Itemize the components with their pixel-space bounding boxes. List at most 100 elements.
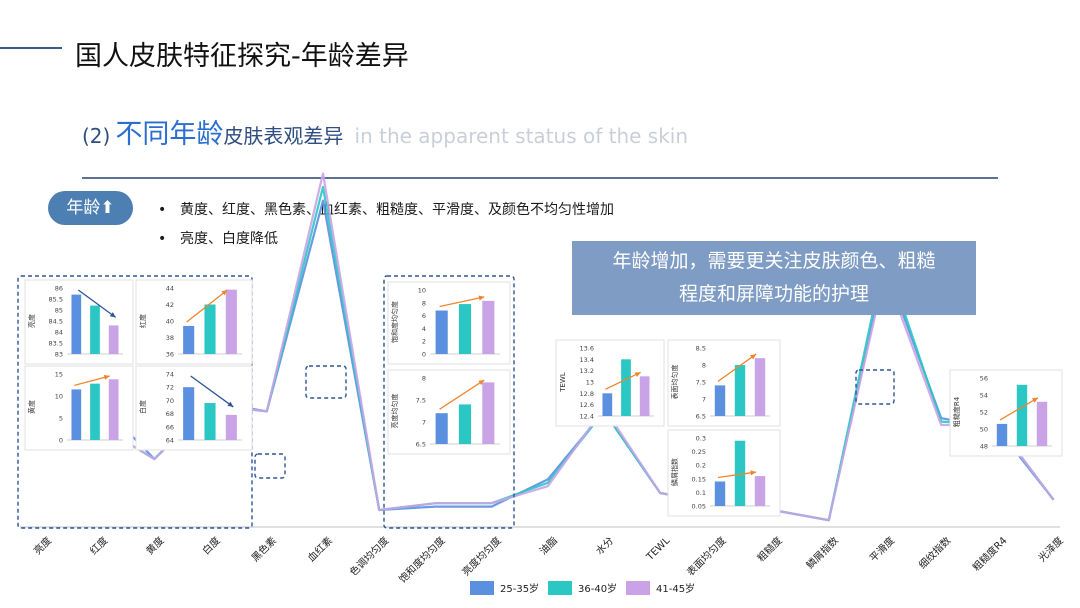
trend-arrow-line	[717, 471, 757, 479]
inset-tick-label: 66	[166, 423, 174, 431]
trend-arrow-line	[74, 375, 110, 387]
inset-y-label: 红度	[138, 314, 147, 328]
subtitle-highlight: 不同年龄	[115, 119, 224, 150]
trend-arrow-head	[478, 295, 485, 301]
highlight-dashed-box	[855, 369, 895, 405]
inset-y-label: 粗糙度R4	[952, 396, 961, 427]
inset-tick-label: 8	[422, 375, 426, 383]
x-tick-label: 鳞屑指数	[803, 534, 840, 571]
inset-tick-label: 83	[55, 351, 63, 359]
callout-line-2: 程度和屏障功能的护理	[678, 283, 869, 305]
inset-bar-chart: 6.5 7 7.5 8 亮度均匀度	[387, 369, 511, 455]
x-tick-label: 平滑度	[867, 534, 897, 564]
inset-tick-label: 7	[422, 419, 426, 427]
x-tick-label: TEWL	[644, 535, 673, 564]
inset-y-label: TEWL	[559, 372, 567, 393]
inset-tick-label: 4	[422, 325, 426, 333]
inset-tick-label: 6	[422, 312, 426, 320]
trend-arrow-head	[103, 374, 110, 380]
inset-tick-label: 7	[702, 396, 706, 404]
bullet-item-1: • 黄度、红度、黑色素、血红素、粗糙度、平滑度、及颜色不均匀性增加	[158, 202, 614, 218]
inset-bar	[714, 481, 726, 506]
trend-arrow-head	[750, 470, 756, 476]
trend-arrow-line	[439, 379, 485, 410]
subtitle-rest: 皮肤表观差异	[223, 124, 344, 148]
inset-tick-label: 6.5	[696, 413, 706, 421]
inset-y-label: 亮度	[27, 314, 36, 328]
inset-tick-label: 12.6	[580, 401, 594, 409]
inset-tick-label: 44	[166, 285, 174, 293]
inset-bar	[639, 376, 650, 416]
inset-bar-chart: 0 5 10 15 黄度	[24, 365, 134, 451]
inset-tick-label: 8	[422, 299, 426, 307]
inset-tick-label: 40	[166, 318, 174, 326]
inset-bar	[621, 359, 631, 416]
inset-bar	[482, 382, 495, 444]
inset-bar	[183, 387, 195, 440]
inset-y-label: 白度	[138, 400, 147, 414]
inset-bar-chart: 6.5 7 7.5 8 8.5 表面均匀度	[667, 339, 781, 427]
inset-tick-label: 85	[55, 307, 63, 315]
x-tick-label: 血红素	[305, 534, 335, 564]
inset-tick-label: 0.2	[696, 462, 706, 470]
inset-tick-label: 70	[166, 397, 174, 405]
inset-bar	[754, 476, 766, 506]
inset-tick-label: 12.8	[580, 390, 594, 398]
inset-tick-label: 38	[166, 334, 174, 342]
inset-bar	[734, 440, 746, 506]
inset-y-label: 饱和度均匀度	[390, 301, 399, 343]
inset-tick-label: 64	[166, 437, 174, 445]
inset-bar-chart: 83 83.5 84 84.5 85 85.5 86 亮度	[24, 279, 134, 365]
inset-y-label: 鳞屑指数	[670, 458, 679, 486]
inset-tick-label: 48	[980, 443, 988, 451]
trend-arrow-line	[439, 296, 485, 308]
inset-bar	[602, 393, 613, 416]
inset-bar	[183, 325, 195, 354]
inset-tick-label: 0.25	[692, 448, 706, 456]
inset-y-label: 表面均匀度	[670, 365, 679, 400]
trend-arrow-head	[221, 290, 228, 296]
highlight-dashed-box	[305, 365, 347, 399]
trend-arrow-head	[634, 372, 641, 378]
inset-bar	[996, 423, 1008, 446]
inset-tick-label: 42	[166, 301, 174, 309]
inset-tick-label: 72	[166, 384, 174, 392]
subtitle-english: in the apparent status of the skin	[354, 124, 689, 148]
bullet-text-2: 亮度、白度降低	[180, 231, 278, 247]
inset-bar-chart: 48 50 52 54 56 粗糙度R4	[949, 369, 1063, 457]
inset-tick-label: 0.3	[696, 435, 706, 443]
inset-bar	[204, 403, 216, 440]
x-tick-label: 白度	[199, 534, 222, 557]
inset-bar	[1016, 384, 1028, 446]
x-tick-label: 表面均匀度	[684, 534, 729, 579]
bullet-item-2: • 亮度、白度降低	[158, 231, 278, 247]
subtitle-number: (2)	[82, 124, 111, 148]
x-tick-label: 水分	[593, 535, 616, 558]
inset-tick-label: 0.1	[696, 489, 706, 497]
inset-bar	[225, 289, 237, 354]
x-tick-label: 油脂	[537, 534, 560, 557]
inset-bar-chart: 64 66 68 70 72 74 白度	[135, 365, 253, 451]
inset-bar-chart: 36 38 40 42 44 红度	[135, 279, 253, 365]
inset-y-label: 亮度均匀度	[390, 394, 399, 429]
legend-swatch	[548, 581, 572, 595]
inset-tick-label: 56	[980, 375, 988, 383]
inset-tick-label: 74	[166, 371, 174, 379]
inset-tick-label: 5	[59, 415, 63, 423]
inset-bar-chart: 12.4 12.6 12.8 13 13.2 13.4 13.6 TEWL	[555, 339, 665, 427]
trend-arrow-head	[109, 312, 116, 318]
highlight-dashed-box	[254, 453, 286, 479]
inset-tick-label: 13.2	[580, 367, 594, 375]
trend-arrow-line	[999, 397, 1039, 421]
trend-arrow-head	[227, 401, 234, 407]
x-tick-label: 黑色素	[249, 534, 279, 564]
inset-bar	[1036, 401, 1048, 446]
legend-label: 36-40岁	[578, 582, 617, 595]
inset-bar	[458, 404, 472, 444]
inset-tick-label: 13	[586, 379, 594, 387]
inset-tick-label: 6.5	[416, 441, 426, 449]
header-accent-line	[0, 47, 62, 49]
inset-bar	[71, 389, 82, 440]
inset-bar	[734, 365, 746, 416]
